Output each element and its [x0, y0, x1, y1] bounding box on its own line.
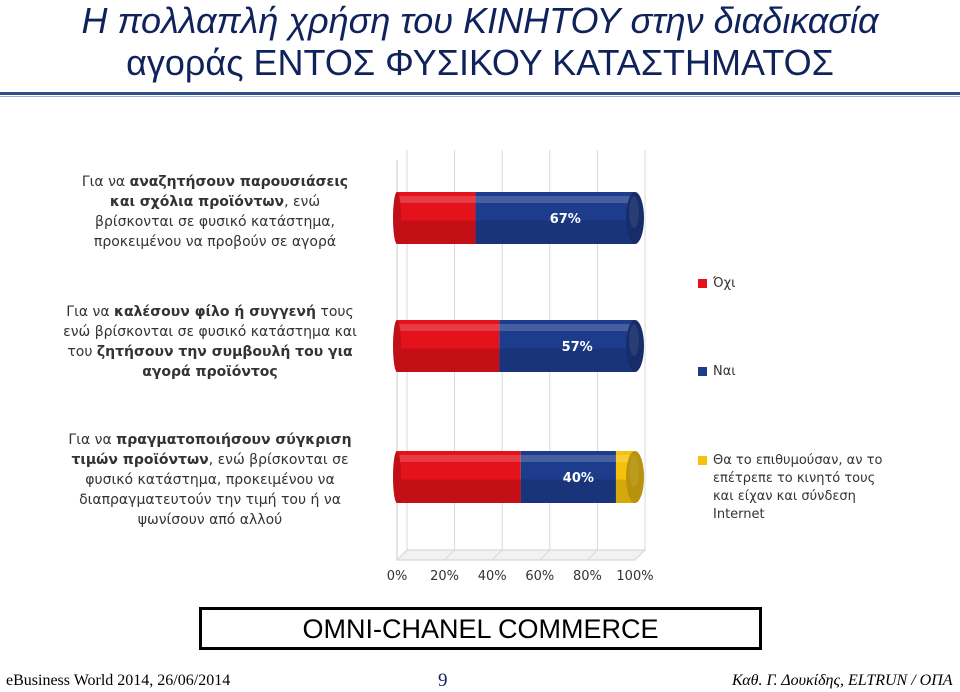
- bar-segment-shade: [475, 220, 635, 244]
- question-text-bold: πραγματοποιήσουν σύγκριση: [116, 432, 352, 448]
- question-text: διαπραγματευτούν την τιμή του ή να: [79, 492, 341, 508]
- data-label: 40%: [563, 471, 594, 486]
- question-label-2: Για να καλέσουν φίλο ή συγγενή τους ενώ β…: [50, 302, 370, 382]
- bar-start-cap: [393, 320, 401, 372]
- title-line-1: Η πολλαπλή χρήση του ΚΙΝΗΤΟΥ στην διαδικ…: [81, 0, 879, 41]
- legend-label-yes: Ναι: [713, 364, 736, 379]
- bar-segment-highlight: [520, 455, 616, 462]
- question-text: ενώ βρίσκονται σε φυσικό κατάστημα και: [63, 324, 357, 340]
- bar-segment-shade: [397, 220, 476, 244]
- question-text-bold: αγορά προϊόντος: [142, 364, 278, 380]
- question-line: ψωνίσουν από αλλού: [50, 510, 370, 530]
- bar-segment-highlight: [397, 455, 521, 462]
- question-text: προκειμένου να προβούν σε αγορά: [93, 234, 337, 250]
- footer-left: eBusiness World 2014, 26/06/2014: [6, 672, 231, 689]
- gridline-floor: [587, 549, 598, 561]
- question-line: και σχόλια προϊόντων, ενώ: [60, 192, 370, 212]
- question-text: , ενώ: [284, 194, 321, 210]
- chart-floor: [395, 549, 647, 561]
- bar-segment-highlight: [397, 196, 476, 203]
- title-divider: [0, 92, 960, 95]
- gridline-floor: [396, 549, 408, 561]
- question-text-bold: αναζητήσουν παρουσιάσεις: [129, 174, 349, 190]
- legend-swatch-no: [698, 279, 707, 288]
- x-tick-label: 80%: [573, 569, 602, 584]
- legend-swatch-would-like: [698, 456, 707, 465]
- question-line: του ζητήσουν την συμβουλή του για: [50, 342, 370, 362]
- question-text: Για να: [66, 304, 114, 320]
- page-number: 9: [438, 670, 448, 691]
- legend-label-no: Όχι: [713, 276, 736, 291]
- question-line: Για να καλέσουν φίλο ή συγγενή τους: [50, 302, 370, 322]
- data-label: 57%: [562, 340, 593, 355]
- bar-segment-highlight: [397, 324, 500, 331]
- bar-segment-highlight: [615, 455, 635, 462]
- question-line: τιμών προϊόντων, ενώ βρίσκονται σε: [50, 450, 370, 470]
- question-text: τους: [315, 304, 354, 320]
- legend-label-would-like: Θα το επιθυμούσαν, αν το επέτρεπε το κιν…: [713, 453, 883, 522]
- bar-end-cap-highlight: [629, 455, 639, 487]
- title-divider-thin: [0, 96, 960, 97]
- bar-segment-highlight: [499, 324, 635, 331]
- question-line: Για να πραγματοποιήσουν σύγκριση: [50, 430, 370, 450]
- question-line: φυσικό κατάστημα, προκειμένου να: [50, 470, 370, 490]
- omni-channel-banner: OMNI-CHANEL COMMERCE: [199, 607, 762, 650]
- question-text: , ενώ βρίσκονται σε: [208, 452, 349, 468]
- bar-start-cap: [393, 451, 401, 503]
- bar-end-cap: [626, 320, 644, 372]
- question-line: βρίσκονται σε φυσικό κατάστημα,: [60, 212, 370, 232]
- x-tick-label: 20%: [430, 569, 459, 584]
- question-text: Για να: [68, 432, 117, 448]
- bar-end-cap: [626, 451, 644, 503]
- question-label-3: Για να πραγματοποιήσουν σύγκριση τιμών πρ…: [50, 430, 370, 530]
- question-line: προκειμένου να προβούν σε αγορά: [60, 232, 370, 252]
- question-text: ψωνίσουν από αλλού: [137, 512, 283, 528]
- bar-segment-shade: [397, 348, 500, 372]
- gridline-floor: [539, 549, 551, 561]
- question-text-bold: ζητήσουν την συμβουλή του για: [96, 344, 353, 360]
- question-text-bold: τιμών προϊόντων: [71, 452, 209, 468]
- title-line-2: αγοράς ΕΝΤΟΣ ΦΥΣΙΚΟΥ ΚΑΤΑΣΤΗΜΑΤΟΣ: [126, 42, 834, 83]
- bar-end-cap-highlight: [629, 324, 639, 356]
- question-text: Για να: [81, 174, 130, 190]
- question-text: βρίσκονται σε φυσικό κατάστημα,: [95, 214, 335, 230]
- legend-swatch-yes: [698, 367, 707, 376]
- question-line: διαπραγματευτούν την τιμή του ή να: [50, 490, 370, 510]
- bar-segment-shade: [499, 348, 635, 372]
- question-label-1: Για να αναζητήσουν παρουσιάσεις και σχόλι…: [60, 172, 370, 252]
- bar-segment-highlight: [475, 196, 635, 203]
- x-tick-label: 0%: [387, 569, 408, 584]
- x-tick-label: 60%: [525, 569, 554, 584]
- x-tick-label: 100%: [616, 569, 653, 584]
- gridline-floor: [444, 549, 455, 561]
- question-line: Για να αναζητήσουν παρουσιάσεις: [60, 172, 370, 192]
- bar-start-cap: [393, 192, 401, 244]
- stacked-bar-chart: 0% 20% 40% 60% 80% 100% 67% 57% 40%: [387, 150, 654, 584]
- question-text: φυσικό κατάστημα, προκειμένου να: [85, 472, 335, 488]
- question-line: αγορά προϊόντος: [50, 362, 370, 382]
- x-tick-label: 40%: [478, 569, 507, 584]
- question-text-bold: και σχόλια προϊόντων: [109, 194, 285, 210]
- slide-title: Η πολλαπλή χρήση του ΚΙΝΗΤΟΥ στην διαδικ…: [0, 0, 960, 84]
- question-text: του: [67, 344, 97, 360]
- gridline-floor: [634, 549, 646, 561]
- footer-right: Καθ. Γ. Δουκίδης, ELTRUN / ΟΠΑ: [732, 672, 953, 689]
- gridline-floor: [491, 549, 503, 561]
- bar-end-cap-highlight: [629, 196, 639, 228]
- bar-segment-shade: [520, 479, 616, 503]
- bar-end-cap: [626, 192, 644, 244]
- question-text-bold: καλέσουν φίλο ή συγγενή: [114, 304, 316, 320]
- bar-segment-shade: [397, 479, 521, 503]
- data-label: 67%: [550, 212, 581, 227]
- question-line: ενώ βρίσκονται σε φυσικό κατάστημα και: [50, 322, 370, 342]
